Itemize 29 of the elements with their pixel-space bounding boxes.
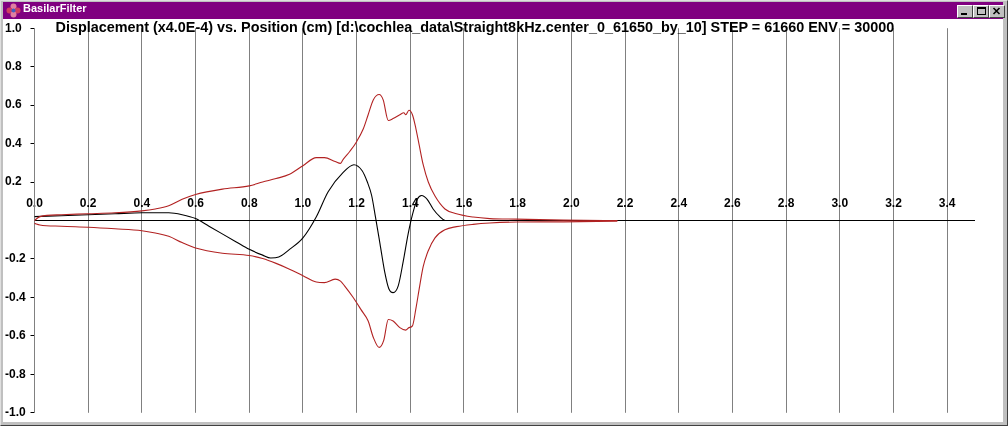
y-tick-label: 0.8	[5, 58, 23, 73]
x-tick-label: 1.2	[348, 196, 366, 211]
x-tick-label: 3.4	[938, 196, 956, 211]
x-tick-label: 0.8	[240, 196, 258, 211]
x-tick-label: 0.6	[187, 196, 205, 211]
y-tick-label: -0.8	[5, 366, 26, 381]
x-tick-label: 1.8	[509, 196, 527, 211]
x-tick-label: 2.6	[724, 196, 742, 211]
y-tick-label: -0.4	[5, 289, 26, 304]
y-tick-label: 0.6	[5, 97, 23, 112]
x-tick-label: 1.6	[455, 196, 473, 211]
y-tick-label: -0.2	[5, 251, 26, 266]
x-tick-label: 3.2	[885, 196, 903, 211]
x-tick-label: 2.0	[563, 196, 581, 211]
y-tick-label: 0.4	[5, 135, 23, 150]
x-tick-label: 0.2	[79, 196, 97, 211]
x-tick-label: 2.4	[670, 196, 688, 211]
y-tick-label: -0.6	[5, 328, 26, 343]
text: BasilarFilter	[23, 2, 87, 16]
x-tick-label: 2.8	[777, 196, 795, 211]
y-tick-label: 0.2	[5, 174, 23, 189]
x-tick-label: 0.4	[133, 196, 151, 211]
y-tick-label: 1.0	[5, 20, 23, 35]
x-tick-label: 2.2	[616, 196, 634, 211]
x-tick-label: 1.0	[294, 196, 312, 211]
x-tick-label: 0.0	[26, 196, 44, 211]
chart-title: Displacement (x4.0E-4) vs. Position (cm) [d:\cochlea_data\Straight8kHz.center_0_61650_by_10] STEP = 61660 ENV = 30000	[55, 19, 895, 36]
x-tick-label: 3.0	[831, 196, 849, 211]
y-tick-label: -1.0	[5, 405, 26, 420]
